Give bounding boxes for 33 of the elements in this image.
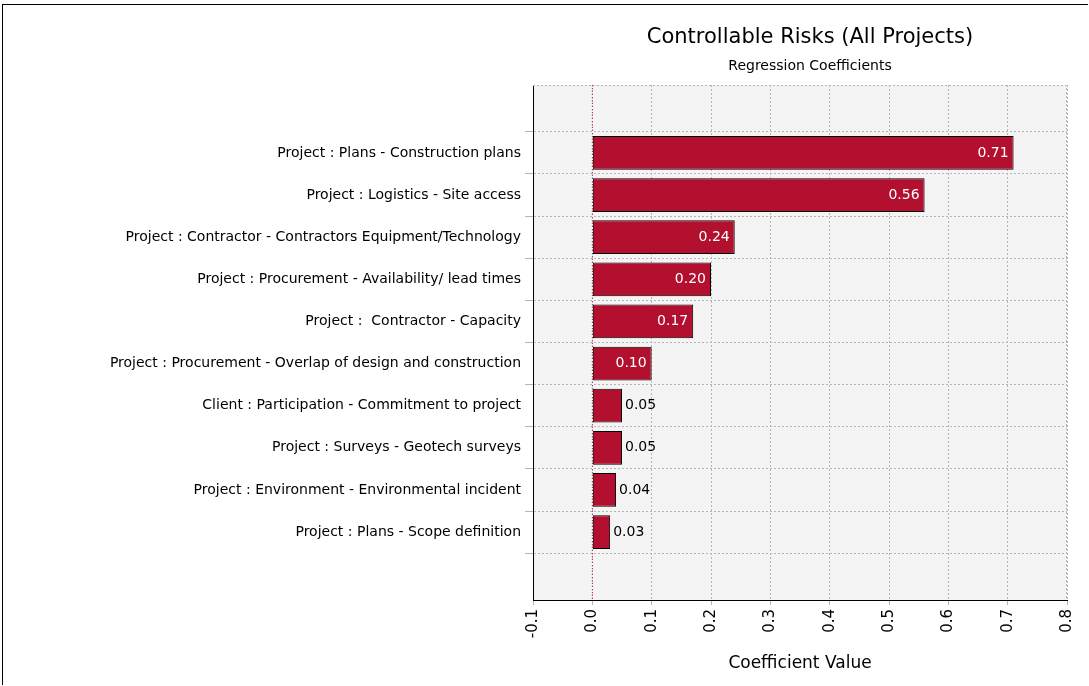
x-tick-label: -0.1: [522, 609, 541, 639]
chart-subtitle: Regression Coefficients: [728, 56, 892, 73]
x-tick-label: 0.4: [819, 609, 838, 633]
x-tick-label: 0.1: [641, 609, 660, 633]
x-tick-label: 0.6: [938, 609, 957, 633]
y-tick-label: Project : Contractor - Capacity: [305, 312, 521, 329]
x-tick-label: 0.3: [760, 609, 779, 633]
y-tick-label: Project : Plans - Scope definition: [295, 522, 521, 539]
x-tick-label: 0.2: [700, 609, 719, 633]
y-tick-label: Project : Contractor - Contractors Equipment/Technology: [125, 227, 521, 244]
data-label: 0.05: [625, 396, 657, 413]
data-label: 0.04: [619, 480, 651, 497]
data-label: 0.10: [615, 354, 647, 371]
y-tick-label: Project : Logistics - Site access: [306, 185, 521, 202]
data-label: 0.24: [698, 227, 730, 244]
y-tick-label: Project : Procurement - Overlap of design and construction: [109, 354, 521, 371]
data-label: 0.03: [613, 522, 645, 539]
y-tick-label: Project : Environment - Environmental incident: [193, 480, 522, 497]
y-tick-label: Project : Plans - Construction plans: [277, 143, 521, 160]
data-label: 0.17: [657, 312, 689, 329]
y-tick-label: Project : Procurement - Availability/ lead times: [197, 269, 521, 286]
x-tick-label: 0.0: [582, 609, 601, 633]
x-tick-label: 0.5: [878, 609, 897, 633]
data-label: 0.20: [674, 269, 706, 286]
y-tick-label: Project : Surveys - Geotech surveys: [271, 438, 521, 455]
x-axis-title: Coefficient Value: [728, 652, 872, 673]
x-tick-label: 0.8: [1056, 609, 1075, 633]
data-label: 0.71: [977, 143, 1009, 160]
x-tick-label: 0.7: [997, 609, 1016, 633]
chart-title: Controllable Risks (All Projects): [646, 24, 974, 49]
data-label: 0.05: [625, 438, 657, 455]
data-label: 0.56: [888, 185, 920, 202]
y-tick-label: Client : Participation - Commitment to project: [202, 396, 522, 413]
